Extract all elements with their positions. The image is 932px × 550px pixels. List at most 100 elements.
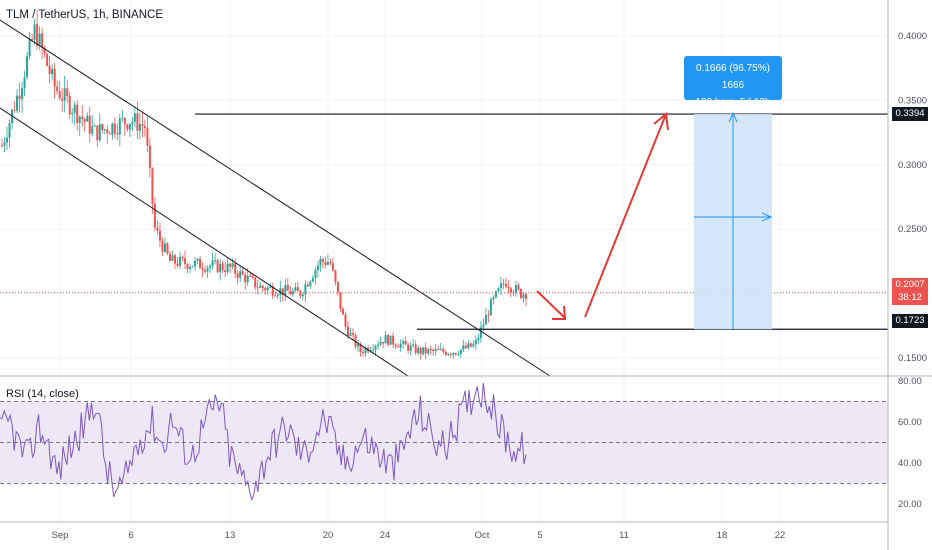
candle-body [427, 349, 430, 354]
price-tick-label: 0.1500 [898, 353, 927, 364]
candle-body [236, 273, 239, 278]
candle-body [48, 65, 51, 74]
candle-body [163, 243, 166, 252]
price-tick-label: 0.3000 [898, 160, 927, 171]
candle-body [61, 98, 64, 101]
candle-body [472, 344, 475, 347]
candle-body [231, 263, 234, 267]
candle-body [321, 259, 324, 262]
candle-body [329, 261, 332, 264]
candle-body [21, 88, 24, 99]
candle-body [196, 258, 199, 261]
candle-body [33, 24, 36, 40]
candle-body [98, 124, 101, 141]
candle-body [409, 345, 412, 351]
candle-body [81, 116, 84, 120]
measure-line-2: 132 bars, 5d 12h [695, 97, 771, 108]
candle-body [289, 290, 292, 295]
candle-body [138, 123, 141, 131]
rsi-tick-label: 40.00 [898, 458, 922, 469]
candle-body [452, 353, 455, 355]
candle-body [269, 286, 272, 288]
candle-body [432, 349, 435, 351]
candle-body [382, 342, 385, 344]
rsi-tick-label: 20.00 [898, 499, 922, 510]
candle-body [209, 265, 212, 268]
candle-body [116, 133, 119, 135]
candle-body [417, 348, 420, 354]
candle-body [93, 125, 96, 127]
time-tick-label: 11 [619, 530, 629, 541]
candle-body [394, 344, 397, 347]
candle-body [136, 113, 139, 131]
candle-body [118, 118, 121, 135]
candle-body [304, 284, 307, 295]
candle-body [281, 288, 284, 295]
candle-body [246, 275, 249, 283]
candle-body [419, 348, 422, 354]
candle-body [479, 327, 482, 338]
candle-body [171, 255, 174, 261]
candle-body [259, 285, 262, 288]
candle-body [487, 314, 490, 316]
candle-body [477, 337, 480, 341]
measure-up-arrowhead [728, 111, 738, 123]
candle-body [216, 260, 219, 273]
candle-body [224, 270, 227, 272]
candle-body [494, 291, 497, 298]
candle-body [43, 47, 46, 54]
candle-body [482, 324, 485, 328]
candle-body [459, 349, 462, 355]
candle-body [249, 275, 252, 277]
candle-body [264, 288, 267, 291]
candle-body [447, 354, 450, 356]
time-tick-label: 5 [537, 530, 542, 541]
candle-body [462, 345, 465, 350]
candle-body [71, 112, 74, 115]
candle-body [141, 123, 144, 126]
candle-body [101, 124, 104, 131]
candle-body [522, 294, 525, 299]
candle-body [359, 344, 362, 353]
countdown-tag: 38:12 [892, 291, 928, 305]
candle-body [492, 297, 495, 300]
rsi-tick-label: 60.00 [898, 417, 922, 428]
candle-body [111, 123, 114, 135]
candle-body [349, 333, 352, 337]
candle-body [204, 270, 207, 272]
candle-body [201, 268, 204, 271]
candle-body [336, 281, 339, 293]
candle-body [311, 278, 314, 282]
candle-body [306, 284, 309, 287]
candle-body [68, 95, 71, 115]
candle-body [158, 230, 161, 241]
red-down-arrowhead [552, 305, 567, 320]
candle-body [474, 340, 477, 345]
candle-body [369, 350, 372, 352]
candle-body [166, 243, 169, 254]
drawing-overlays [0, 19, 888, 377]
candle-body [46, 53, 49, 66]
candle-body [387, 335, 390, 345]
candle-body [372, 349, 375, 351]
time-tick-label: 18 [717, 530, 728, 541]
candle-body [377, 344, 380, 347]
red-down-arrow-line [536, 290, 566, 319]
candle-body [6, 137, 9, 143]
candle-body [211, 260, 214, 266]
time-tick-label: Oct [475, 530, 490, 541]
price-tick-label: 0.4000 [898, 31, 927, 42]
candle-body [179, 256, 182, 266]
candle-body [226, 263, 229, 272]
candle-body [153, 203, 156, 228]
candle-body [146, 127, 149, 146]
candle-body [28, 38, 31, 57]
candle-body [63, 88, 66, 101]
rsi-tick-label: 80.00 [898, 376, 922, 387]
candle-body [256, 287, 259, 289]
candle-body [286, 285, 289, 291]
candle-body [517, 285, 520, 290]
candle-body [346, 326, 349, 337]
candle-body [504, 283, 507, 287]
